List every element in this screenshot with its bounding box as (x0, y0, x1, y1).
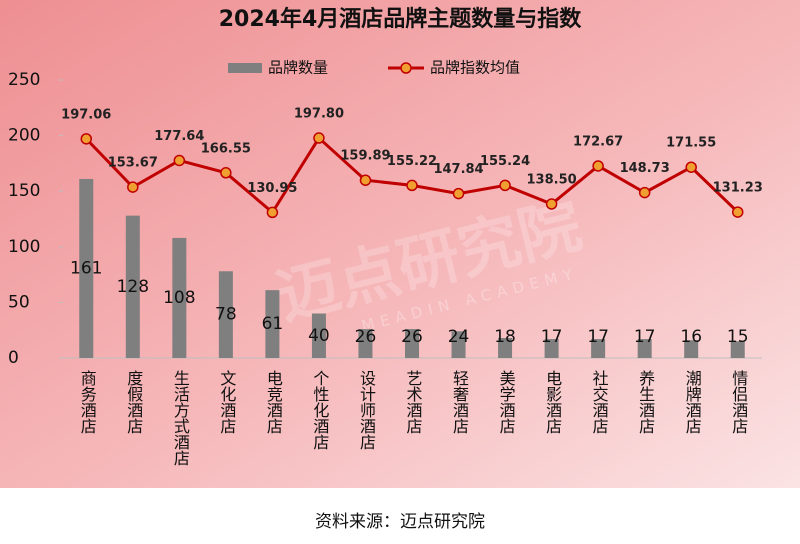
line-label: 177.64 (154, 129, 204, 144)
bar-label: 16 (680, 327, 702, 347)
bar-label: 17 (634, 327, 656, 347)
line-marker (638, 186, 651, 199)
y-tick-label: 0 (8, 348, 19, 368)
x-tick-label: 设计师酒店 (357, 370, 376, 450)
bar-label: 108 (163, 288, 195, 308)
y-tick-label: 50 (8, 292, 30, 312)
bar (172, 237, 187, 358)
chart-title: 2024年4月酒店品牌主题数量与指数 (219, 6, 583, 32)
source: 资料来源：迈点研究院 (315, 512, 485, 532)
bar (79, 178, 94, 358)
bar-label: 26 (401, 327, 423, 347)
line-label: 153.67 (108, 156, 158, 171)
bar-label: 128 (117, 277, 149, 297)
bar (358, 329, 373, 358)
bar (451, 331, 466, 358)
footer-bg (0, 488, 800, 544)
bar-label: 18 (494, 327, 516, 347)
bar (218, 271, 233, 358)
x-tick-label: 情侣酒店 (729, 370, 748, 434)
line-marker (313, 132, 325, 144)
line-label: 147.84 (433, 162, 483, 177)
line-marker (266, 206, 279, 219)
x-tick-label: 轻奢酒店 (450, 370, 469, 434)
bar (311, 313, 326, 358)
x-tick-label: 电竞酒店 (264, 370, 283, 434)
line-marker (406, 179, 418, 192)
legend-label: 品牌数量 (268, 59, 328, 77)
bar (637, 339, 652, 358)
x-tick-label: 养生酒店 (636, 370, 655, 434)
x-tick-label: 美学酒店 (497, 370, 516, 434)
line-marker (452, 187, 465, 200)
line-marker (545, 198, 558, 210)
line-marker (499, 179, 511, 192)
bar-label: 17 (587, 327, 609, 347)
line-marker (127, 181, 139, 193)
line-marker (220, 167, 232, 179)
y-tick-label: 250 (8, 70, 40, 90)
line-label: 155.22 (387, 154, 437, 169)
bar-label: 40 (308, 326, 330, 346)
line-label: 166.55 (201, 141, 251, 156)
x-tick-label: 电影酒店 (543, 370, 562, 434)
line-marker (359, 174, 372, 186)
line-label: 171.55 (666, 136, 716, 151)
bar (730, 341, 745, 358)
bar (125, 215, 140, 358)
line-label: 131.23 (713, 181, 763, 196)
bar (265, 290, 280, 358)
line-label: 172.67 (573, 134, 623, 149)
line-marker (731, 206, 744, 218)
line-label: 197.80 (294, 107, 344, 122)
line-label: 197.06 (61, 107, 111, 122)
line-label: 159.89 (340, 149, 390, 164)
legend-swatch (400, 62, 412, 74)
y-tick-label: 100 (8, 237, 40, 257)
x-tick-label: 度假酒店 (124, 370, 143, 434)
line-label: 148.73 (620, 161, 670, 176)
x-tick-label: 生活方式酒店 (171, 370, 190, 466)
x-tick-label: 个性化酒店 (310, 370, 329, 450)
x-tick-label: 商务酒店 (78, 370, 97, 434)
x-tick-label: 艺术酒店 (404, 370, 423, 434)
line-label: 138.50 (527, 172, 577, 187)
bar-label: 17 (541, 327, 563, 347)
bar (684, 340, 699, 358)
line-label: 155.24 (480, 154, 530, 169)
x-tick-label: 潮牌酒店 (683, 370, 702, 434)
bar-label: 26 (355, 327, 377, 347)
legend-label: 品牌指数均值 (430, 59, 520, 77)
line-marker (592, 160, 604, 172)
bar-label: 15 (727, 327, 749, 347)
bar (591, 339, 606, 358)
legend-swatch (228, 63, 262, 73)
y-tick-label: 150 (8, 181, 40, 201)
bar (405, 329, 419, 358)
y-tick-label: 200 (8, 126, 40, 146)
line-label: 130.95 (247, 181, 297, 196)
line-marker (173, 154, 186, 167)
bar-label: 78 (215, 305, 237, 325)
bar-label: 24 (448, 327, 470, 347)
line-marker (80, 133, 93, 145)
line-marker (685, 161, 697, 173)
bar-label: 161 (70, 258, 102, 278)
bar (498, 337, 513, 358)
bar (544, 339, 559, 358)
bar-label: 61 (262, 314, 284, 334)
x-tick-label: 文化酒店 (217, 370, 236, 434)
x-tick-label: 社交酒店 (590, 370, 609, 434)
